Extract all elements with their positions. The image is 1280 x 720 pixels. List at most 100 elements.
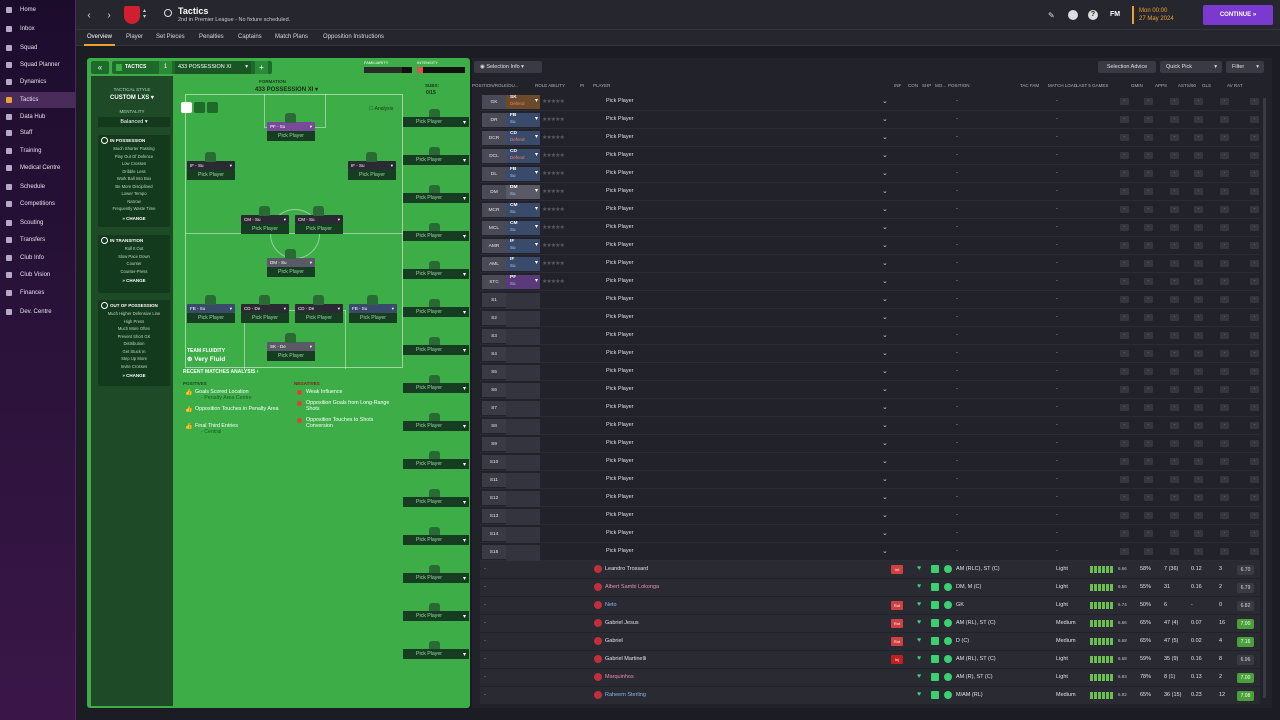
column-header[interactable]: AV RAT [1227, 83, 1243, 88]
pick-player-slot[interactable]: Pick Player [606, 224, 634, 230]
player-row[interactable]: - Neto Rot ♥ GK Light 6.74 50% 6 - 0 6.82 [480, 597, 1260, 615]
pick-player-slot[interactable]: Pick Player [606, 512, 634, 518]
sub-slot[interactable]: Pick Player [403, 603, 469, 621]
pitch-position[interactable]: IF - Su ▾ Pick Player [348, 152, 396, 180]
slot-role-select[interactable]: CD Defend ▾ [506, 131, 540, 145]
selection-slot-row[interactable]: DL FB Su ▾ ★★★★★ Pick Player ⌄ - - - - - - - - [480, 165, 1260, 183]
sidebar-item-medical-centre[interactable]: Medical Centre [0, 160, 76, 176]
player-row[interactable]: - Gabriel Jesus Rot ♥ AM (RL), ST (C) Medium 6… [480, 615, 1260, 633]
position-role[interactable]: CD - De ▾ [241, 304, 289, 313]
selection-info-button[interactable]: ◉ Selection Info ▾ [474, 61, 542, 73]
pick-player-slot[interactable]: Pick Player [403, 345, 469, 355]
analysis-toggle[interactable]: ☐ Analysis [369, 106, 394, 112]
chevron-down-icon[interactable]: ⌄ [882, 314, 888, 321]
pick-player-slot[interactable]: Pick Player [403, 497, 469, 507]
player-row[interactable]: - Leandro Trossard Int ♥ AM (RLC), ST (C) Lig… [480, 561, 1260, 579]
position-role[interactable]: DM - Su ▾ [267, 258, 315, 267]
pick-player-slot[interactable]: Pick Player [187, 170, 235, 180]
column-header[interactable]: MATCH LOAD [1048, 83, 1078, 88]
tactic-selector[interactable]: 433 POSSESSION XI ▾ [175, 61, 251, 74]
slot-role-select[interactable]: CD Defend ▾ [506, 149, 540, 163]
slot-role-select[interactable]: DM Su ▾ [506, 185, 540, 199]
player-name[interactable]: Albert Sambi Lokonga [605, 584, 660, 590]
sub-slot[interactable]: Pick Player [403, 337, 469, 355]
pick-player-slot[interactable]: Pick Player [606, 368, 634, 374]
change-button[interactable]: » CHANGE [122, 278, 146, 283]
club-crest-icon[interactable] [124, 6, 140, 24]
edit-icon[interactable]: ✎ [1048, 11, 1055, 20]
chevron-down-icon[interactable]: ⌄ [882, 422, 888, 429]
pick-player-slot[interactable]: Pick Player [403, 383, 469, 393]
column-header[interactable]: POSITION/ROLE/DU... [472, 83, 519, 88]
selection-slot-row[interactable]: S1 Pick Player ⌄ - - - - - - - - [480, 291, 1260, 309]
pitch-position[interactable]: CD - De ▾ Pick Player [241, 295, 289, 323]
column-header[interactable]: SHP [922, 83, 932, 88]
selection-slot-row[interactable]: AML IF Su ▾ ★★★★★ Pick Player ⌄ - - - - - - - - [480, 255, 1260, 273]
selection-slot-row[interactable]: STC PF Su ▾ ★★★★★ Pick Player ⌄ - - - - - - - - [480, 273, 1260, 291]
sidebar-item-schedule[interactable]: Schedule [0, 179, 76, 195]
slot-role-select[interactable]: IF Su ▾ [506, 239, 540, 253]
column-header[interactable]: INF [894, 83, 902, 88]
pitch-position[interactable]: IF - Su ▾ Pick Player [187, 152, 235, 180]
chevron-down-icon[interactable]: ⌄ [882, 170, 888, 177]
pick-player-slot[interactable]: Pick Player [606, 314, 634, 320]
pick-player-slot[interactable]: Pick Player [606, 440, 634, 446]
pick-player-slot[interactable]: Pick Player [606, 530, 634, 536]
tab-penalties[interactable]: Penalties [199, 34, 224, 40]
chevron-down-icon[interactable]: ⌄ [882, 404, 888, 411]
pick-player-slot[interactable]: Pick Player [606, 494, 634, 500]
selection-slot-row[interactable]: AMR IF Su ▾ ★★★★★ Pick Player ⌄ - - - - - - - - [480, 237, 1260, 255]
position-role[interactable]: IF - Su ▾ [187, 161, 235, 170]
pick-player-slot[interactable]: Pick Player [403, 649, 469, 659]
sidebar-item-inbox[interactable]: Inbox [0, 21, 76, 37]
selection-slot-row[interactable]: MCL CM Su ▾ ★★★★★ Pick Player ⌄ - - - - - - - - [480, 219, 1260, 237]
slot-role-select[interactable]: CM Su ▾ [506, 203, 540, 217]
position-role[interactable]: FB - Su ▾ [187, 304, 235, 313]
tab-set-pieces[interactable]: Set Pieces [156, 34, 185, 40]
pick-player-slot[interactable]: Pick Player [606, 116, 634, 122]
position-role[interactable]: CD - De ▾ [295, 304, 343, 313]
chevron-down-icon[interactable]: ⌄ [882, 296, 888, 303]
quick-pick-select[interactable]: Quick Pick ▾ [1160, 61, 1222, 73]
chevron-down-icon[interactable]: ⌄ [882, 494, 888, 501]
chevron-down-icon[interactable]: ⌄ [882, 116, 888, 123]
pick-player-slot[interactable]: Pick Player [267, 267, 315, 277]
continue-button[interactable]: CONTINUE » [1203, 5, 1273, 25]
pick-player-slot[interactable]: Pick Player [606, 476, 634, 482]
pick-player-slot[interactable]: Pick Player [403, 421, 469, 431]
tab-overview[interactable]: Overview [83, 34, 116, 46]
player-row[interactable]: - Gabriel Martinelli Inj ♥ AM (RL), ST (C) Li… [480, 651, 1260, 669]
pick-player-slot[interactable]: Pick Player [606, 350, 634, 356]
change-button[interactable]: » CHANGE [122, 373, 146, 378]
pick-player-slot[interactable]: Pick Player [241, 313, 289, 323]
selection-slot-row[interactable]: S13 Pick Player ⌄ - - - - - - - - [480, 507, 1260, 525]
selection-slot-row[interactable]: GK SK Defend ▾ ★★★★★ Pick Player ⌄ - - - - - - - - [480, 93, 1260, 111]
position-role[interactable]: SK - De ▾ [267, 342, 315, 351]
sub-slot[interactable]: Pick Player [403, 299, 469, 317]
pick-player-slot[interactable]: Pick Player [606, 548, 634, 554]
pick-player-slot[interactable]: Pick Player [606, 260, 634, 266]
sidebar-item-dev-centre[interactable]: Dev. Centre [0, 304, 76, 320]
pick-player-slot[interactable]: Pick Player [187, 313, 235, 323]
pick-player-slot[interactable]: Pick Player [403, 459, 469, 469]
selection-slot-row[interactable]: MCR CM Su ▾ ★★★★★ Pick Player ⌄ - - - - - - - - [480, 201, 1260, 219]
pick-player-slot[interactable]: Pick Player [606, 332, 634, 338]
column-header[interactable]: LAST 5 GAMES [1076, 83, 1109, 88]
selection-slot-row[interactable]: S3 Pick Player ⌄ - - - - - - - - [480, 327, 1260, 345]
selection-slot-row[interactable]: S10 Pick Player ⌄ - - - - - - - - [480, 453, 1260, 471]
sidebar-item-home[interactable]: Home [0, 2, 76, 18]
tab-match-plans[interactable]: Match Plans [275, 34, 309, 40]
sidebar-item-squad-planner[interactable]: Squad Planner [0, 57, 76, 73]
chevron-down-icon[interactable]: ⌄ [882, 440, 888, 447]
player-name[interactable]: Gabriel Martinelli [605, 656, 647, 662]
pick-player-slot[interactable]: Pick Player [403, 193, 469, 203]
tactic-slot[interactable]: 1 [159, 61, 172, 74]
sub-slot[interactable]: Pick Player [403, 565, 469, 583]
column-header[interactable]: ASTS/90 [1178, 83, 1197, 88]
collapse-icon[interactable]: « [91, 61, 109, 74]
pick-player-slot[interactable]: Pick Player [606, 152, 634, 158]
chevron-down-icon[interactable]: ⌄ [882, 368, 888, 375]
chevron-down-icon[interactable]: ⌄ [882, 278, 888, 285]
sidebar-item-club-info[interactable]: Club Info [0, 250, 76, 266]
column-header[interactable]: MO... [935, 83, 946, 88]
